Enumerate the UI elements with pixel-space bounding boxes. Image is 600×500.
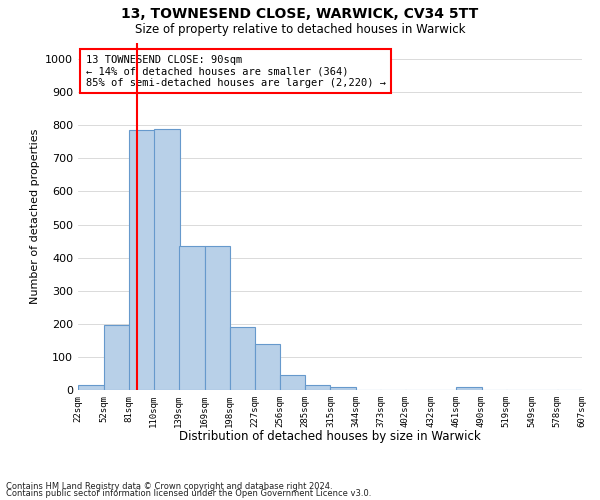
Bar	[129, 130, 155, 390]
Bar	[205, 246, 230, 390]
Bar	[78, 385, 104, 390]
X-axis label: Distribution of detached houses by size in Warwick: Distribution of detached houses by size …	[179, 430, 481, 443]
Text: Size of property relative to detached houses in Warwick: Size of property relative to detached ho…	[135, 22, 465, 36]
Text: Contains public sector information licensed under the Open Government Licence v3: Contains public sector information licen…	[6, 490, 371, 498]
Bar	[305, 386, 331, 390]
Bar	[230, 327, 256, 390]
Text: Contains HM Land Registry data © Crown copyright and database right 2024.: Contains HM Land Registry data © Crown c…	[6, 482, 332, 491]
Bar	[456, 386, 482, 390]
Bar	[280, 375, 305, 390]
Y-axis label: Number of detached properties: Number of detached properties	[29, 128, 40, 304]
Bar	[331, 386, 356, 390]
Text: 13, TOWNESEND CLOSE, WARWICK, CV34 5TT: 13, TOWNESEND CLOSE, WARWICK, CV34 5TT	[121, 8, 479, 22]
Text: 13 TOWNESEND CLOSE: 90sqm
← 14% of detached houses are smaller (364)
85% of semi: 13 TOWNESEND CLOSE: 90sqm ← 14% of detac…	[86, 54, 386, 88]
Bar	[154, 128, 179, 390]
Bar	[254, 344, 280, 390]
Bar	[104, 326, 130, 390]
Bar	[179, 246, 205, 390]
